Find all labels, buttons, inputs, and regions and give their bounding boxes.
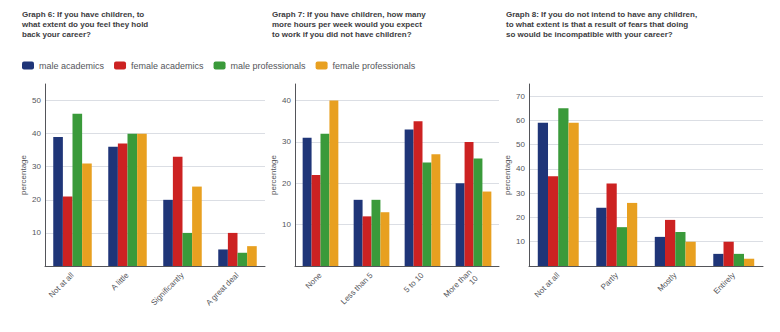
svg-text:to work if you did not have ch: to work if you did not have children? [272,30,412,39]
svg-text:10: 10 [32,228,41,237]
svg-text:Partly: Partly [599,271,620,292]
svg-text:40: 40 [32,129,41,138]
svg-text:40: 40 [282,96,291,105]
svg-text:30: 30 [282,137,291,146]
svg-text:A great deal: A great deal [204,271,241,308]
svg-text:percentage: percentage [19,154,28,195]
svg-text:A little: A little [109,270,131,292]
svg-text:what extent do you feel they h: what extent do you feel they hold [21,20,148,29]
svg-text:50: 50 [32,96,41,105]
svg-text:30: 30 [516,189,525,198]
svg-text:Significantly: Significantly [149,271,185,307]
svg-text:Mostly: Mostly [656,271,679,294]
svg-text:Entirely: Entirely [712,271,737,296]
svg-text:Graph 8: If you do not intend: Graph 8: If you do not intend to have an… [506,10,697,19]
svg-text:Graph 6: If you have children,: Graph 6: If you have children, to [22,10,144,19]
svg-text:Not at all: Not at all [533,271,562,300]
svg-text:percentage: percentage [269,154,278,195]
svg-text:10: 10 [467,274,480,287]
svg-text:Not at all: Not at all [47,271,76,300]
svg-text:5 to 10: 5 to 10 [402,270,426,294]
svg-text:60: 60 [516,116,525,125]
svg-text:50: 50 [516,140,525,149]
svg-text:male academics: male academics [39,61,105,71]
svg-text:30: 30 [32,162,41,171]
svg-text:percentage: percentage [503,154,512,195]
svg-text:Less than 5: Less than 5 [339,270,375,306]
svg-text:More than: More than [442,268,474,300]
svg-text:more hours per week would you: more hours per week would you expect [272,20,422,29]
svg-text:to what extent is that a resul: to what extent is that a result of fears… [506,20,688,29]
svg-text:70: 70 [516,92,525,101]
svg-text:10: 10 [516,237,525,246]
svg-text:female academics: female academics [131,61,204,71]
svg-text:female professionals: female professionals [333,61,416,71]
svg-text:40: 40 [516,164,525,173]
svg-text:20: 20 [282,179,291,188]
svg-text:male professionals: male professionals [231,61,307,71]
svg-text:20: 20 [32,195,41,204]
svg-text:None: None [304,270,324,290]
svg-text:20: 20 [516,213,525,222]
svg-text:back your career?: back your career? [22,30,91,39]
svg-text:10: 10 [282,220,291,229]
svg-text:Graph 7: If you have children,: Graph 7: If you have children, how many [272,10,426,19]
svg-text:so would be incompatible with: so would be incompatible with your caree… [506,30,673,39]
